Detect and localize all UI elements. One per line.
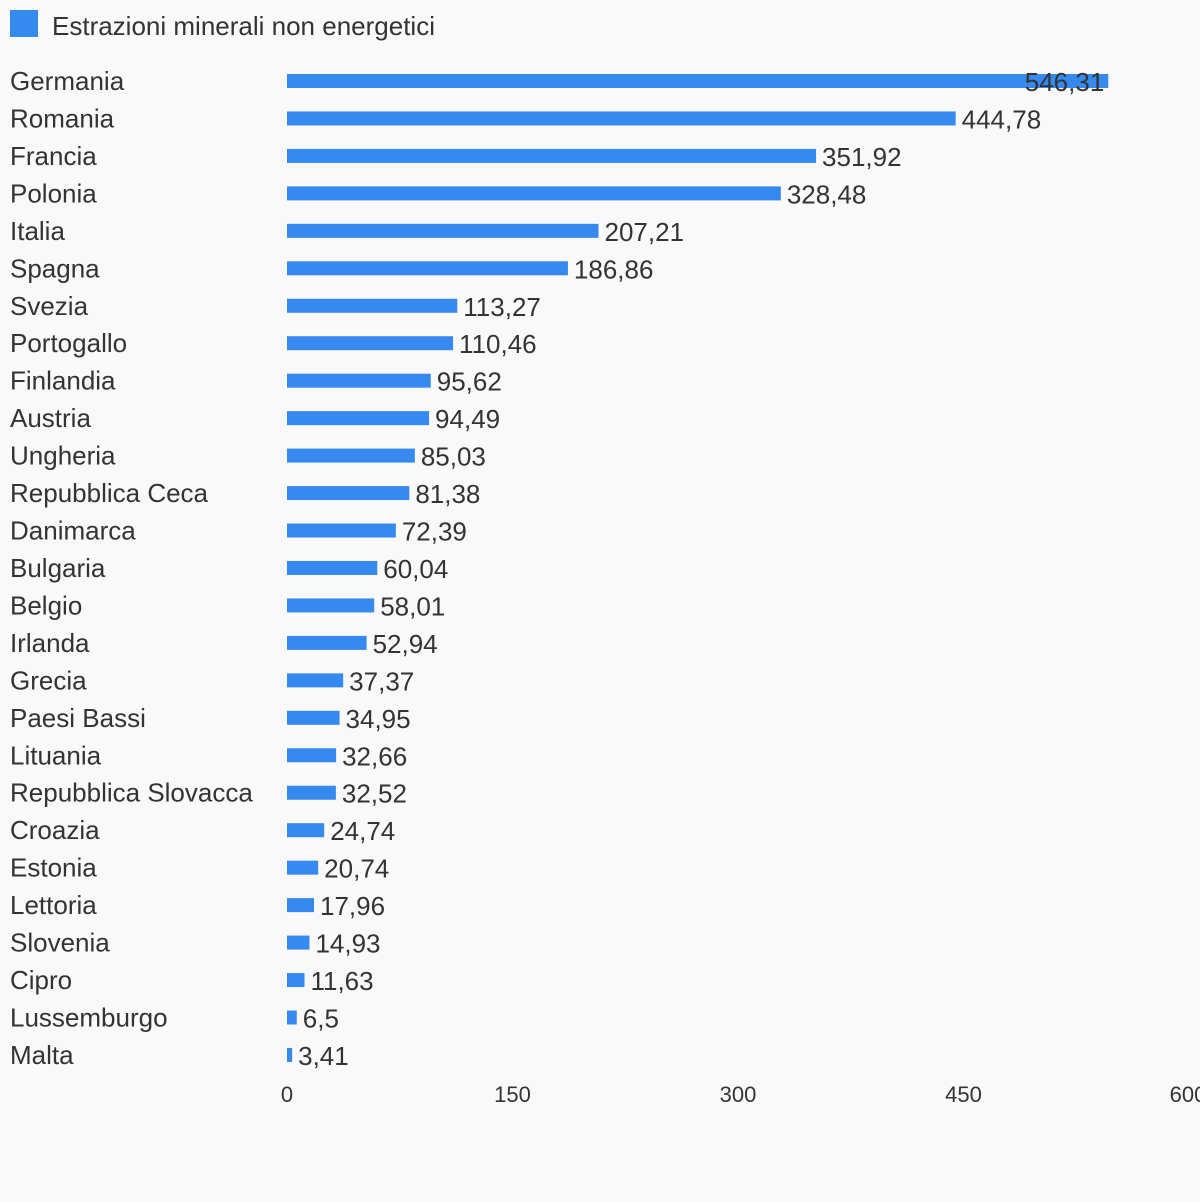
bar xyxy=(287,523,396,538)
bar xyxy=(287,560,378,575)
category-label: Repubblica Ceca xyxy=(10,478,209,508)
value-label: 60,04 xyxy=(383,554,448,584)
bars xyxy=(287,74,1109,1062)
bar xyxy=(287,673,344,688)
category-label: Lettoria xyxy=(10,890,97,920)
value-label: 20,74 xyxy=(324,854,389,884)
category-label: Repubblica Slovacca xyxy=(10,778,253,808)
bar xyxy=(287,373,431,388)
category-label: Slovenia xyxy=(10,928,110,958)
bar xyxy=(287,486,410,501)
value-labels: 546,31 444,78 351,92 328,48 207,21 186,86 113,… xyxy=(298,67,1104,1071)
value-label: 34,95 xyxy=(346,704,411,734)
bar xyxy=(287,411,430,426)
value-label: 444,78 xyxy=(962,104,1042,134)
bar xyxy=(287,973,305,988)
category-label: Italia xyxy=(10,216,65,246)
value-label: 24,74 xyxy=(330,816,395,846)
value-label: 37,37 xyxy=(349,666,414,696)
category-label: Belgio xyxy=(10,590,82,620)
bar xyxy=(287,223,599,238)
value-label: 546,31 xyxy=(1025,67,1105,97)
category-label: Polonia xyxy=(10,178,97,208)
bar xyxy=(287,336,454,351)
value-label: 207,21 xyxy=(605,217,685,247)
bar xyxy=(287,298,458,313)
category-label: Danimarca xyxy=(10,516,136,546)
bar xyxy=(287,74,1109,88)
value-label: 110,46 xyxy=(459,329,537,359)
bar xyxy=(287,748,337,763)
category-label: Irlanda xyxy=(10,628,90,658)
category-label: Lussemburgo xyxy=(10,1003,168,1033)
value-label: 11,63 xyxy=(310,966,373,996)
category-label: Portogallo xyxy=(10,328,127,358)
legend: Estrazioni minerali non energetici xyxy=(10,10,435,41)
value-label: 52,94 xyxy=(373,629,438,659)
category-label: Lituania xyxy=(10,740,102,770)
category-label: Ungheria xyxy=(10,441,116,471)
category-label: Estonia xyxy=(10,853,97,883)
category-labels: Germania Romania Francia Polonia Italia Spagn… xyxy=(10,66,253,1070)
x-tick-label: 450 xyxy=(945,1082,982,1107)
category-label: Romania xyxy=(10,103,115,133)
bar xyxy=(287,935,310,950)
value-label: 32,52 xyxy=(342,779,407,809)
category-label: Malta xyxy=(10,1040,74,1070)
value-label: 81,38 xyxy=(415,479,480,509)
value-label: 32,66 xyxy=(342,741,407,771)
value-label: 94,49 xyxy=(435,404,500,434)
value-label: 85,03 xyxy=(421,442,486,472)
x-tick-label: 0 xyxy=(281,1082,293,1107)
value-label: 351,92 xyxy=(822,142,902,172)
bar xyxy=(287,148,817,163)
bar xyxy=(287,261,568,276)
bar xyxy=(287,785,336,800)
bar xyxy=(287,111,956,126)
bar xyxy=(287,710,340,725)
value-label: 58,01 xyxy=(380,591,445,621)
category-label: Francia xyxy=(10,141,97,171)
category-label: Grecia xyxy=(10,665,87,695)
legend-label: Estrazioni minerali non energetici xyxy=(52,11,435,41)
category-label: Cipro xyxy=(10,965,72,995)
x-axis: 0 150 300 450 600 xyxy=(281,1082,1200,1107)
x-tick-label: 150 xyxy=(494,1082,531,1107)
category-label: Spagna xyxy=(10,253,100,283)
category-label: Germania xyxy=(10,66,125,96)
bar xyxy=(287,598,375,613)
bar xyxy=(287,823,325,838)
x-tick-label: 600 xyxy=(1170,1082,1200,1107)
value-label: 3,41 xyxy=(298,1041,349,1071)
bar xyxy=(287,186,781,201)
category-label: Finlandia xyxy=(10,366,116,396)
bar xyxy=(287,898,314,913)
value-label: 6,5 xyxy=(303,1004,339,1034)
bar xyxy=(287,1047,293,1062)
bar xyxy=(287,635,367,650)
value-label: 72,39 xyxy=(402,517,467,547)
value-label: 113,27 xyxy=(463,292,541,322)
bar xyxy=(287,1010,297,1025)
value-label: 328,48 xyxy=(787,179,867,209)
legend-swatch xyxy=(10,10,38,37)
bar xyxy=(287,860,319,875)
bar xyxy=(287,448,415,463)
category-label: Paesi Bassi xyxy=(10,703,146,733)
x-tick-label: 300 xyxy=(720,1082,757,1107)
category-label: Bulgaria xyxy=(10,553,106,583)
category-label: Croazia xyxy=(10,815,100,845)
category-label: Austria xyxy=(10,403,91,433)
value-label: 14,93 xyxy=(315,929,380,959)
value-label: 17,96 xyxy=(320,891,385,921)
category-label: Svezia xyxy=(10,291,89,321)
value-label: 186,86 xyxy=(574,254,654,284)
value-label: 95,62 xyxy=(437,367,502,397)
